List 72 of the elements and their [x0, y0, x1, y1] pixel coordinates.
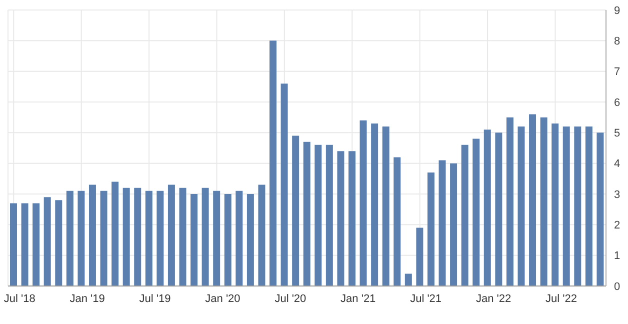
bar [562, 126, 570, 286]
bar [122, 188, 130, 286]
y-tick-label: 9 [614, 4, 620, 17]
bar [78, 190, 85, 286]
bar [303, 142, 310, 286]
bar [246, 194, 254, 286]
x-tick-label: Jul '18 [4, 292, 36, 305]
y-tick-label: 5 [614, 128, 620, 140]
bar [179, 188, 186, 286]
bar [529, 114, 536, 286]
bar [190, 194, 198, 286]
y-tick-label: 8 [614, 36, 620, 48]
bar [461, 144, 468, 286]
x-tick-label: Jan '20 [205, 292, 240, 305]
bar [270, 40, 277, 286]
y-tick-label: 2 [614, 220, 620, 232]
bar [134, 188, 142, 286]
x-tick-label: Jul '22 [546, 292, 577, 305]
bar [258, 184, 266, 286]
bar [100, 190, 108, 286]
bar [382, 126, 390, 286]
x-tick-label: Jan '19 [70, 292, 105, 305]
bar [32, 203, 40, 286]
bar [427, 172, 434, 286]
y-tick-label: 4 [614, 158, 620, 170]
bar [236, 190, 243, 286]
bar [371, 123, 378, 286]
bar [224, 194, 232, 286]
x-tick-label: Jul '20 [274, 292, 306, 305]
bar [394, 157, 401, 286]
bar [21, 203, 28, 286]
bar [326, 144, 333, 286]
bar [145, 190, 152, 286]
bar [360, 120, 367, 286]
x-tick-label: Jan '22 [476, 292, 512, 305]
x-tick-label: Jul '19 [139, 292, 171, 305]
bar [540, 117, 548, 286]
x-tick-label: Jul '21 [410, 292, 442, 305]
bar [337, 151, 344, 286]
bar [438, 160, 446, 286]
bar [348, 151, 356, 286]
bar [10, 203, 17, 286]
bar [112, 182, 119, 286]
bar [404, 274, 412, 286]
bar [202, 188, 209, 286]
y-tick-label: 3 [614, 188, 620, 201]
bar [506, 117, 514, 286]
y-tick-label: 7 [614, 66, 620, 78]
y-tick-label: 0 [614, 280, 620, 293]
y-tick-label: 1 [614, 250, 620, 262]
bar [66, 190, 74, 286]
bar [495, 132, 502, 286]
bar [518, 126, 525, 286]
bar [213, 190, 220, 286]
bar [156, 190, 164, 286]
bar [44, 197, 51, 286]
bar [55, 200, 62, 286]
bar [292, 136, 300, 286]
bar [88, 184, 96, 286]
bar [168, 184, 175, 286]
bar [314, 144, 322, 286]
bar [574, 126, 582, 286]
bar [552, 123, 559, 286]
bar [596, 132, 604, 286]
bar [585, 126, 592, 286]
bar [280, 84, 288, 286]
bar [484, 130, 491, 286]
bar [472, 138, 480, 286]
bar [416, 228, 424, 286]
y-tick-label: 6 [614, 96, 620, 109]
x-tick-label: Jan '21 [340, 292, 376, 305]
bar [450, 163, 458, 286]
